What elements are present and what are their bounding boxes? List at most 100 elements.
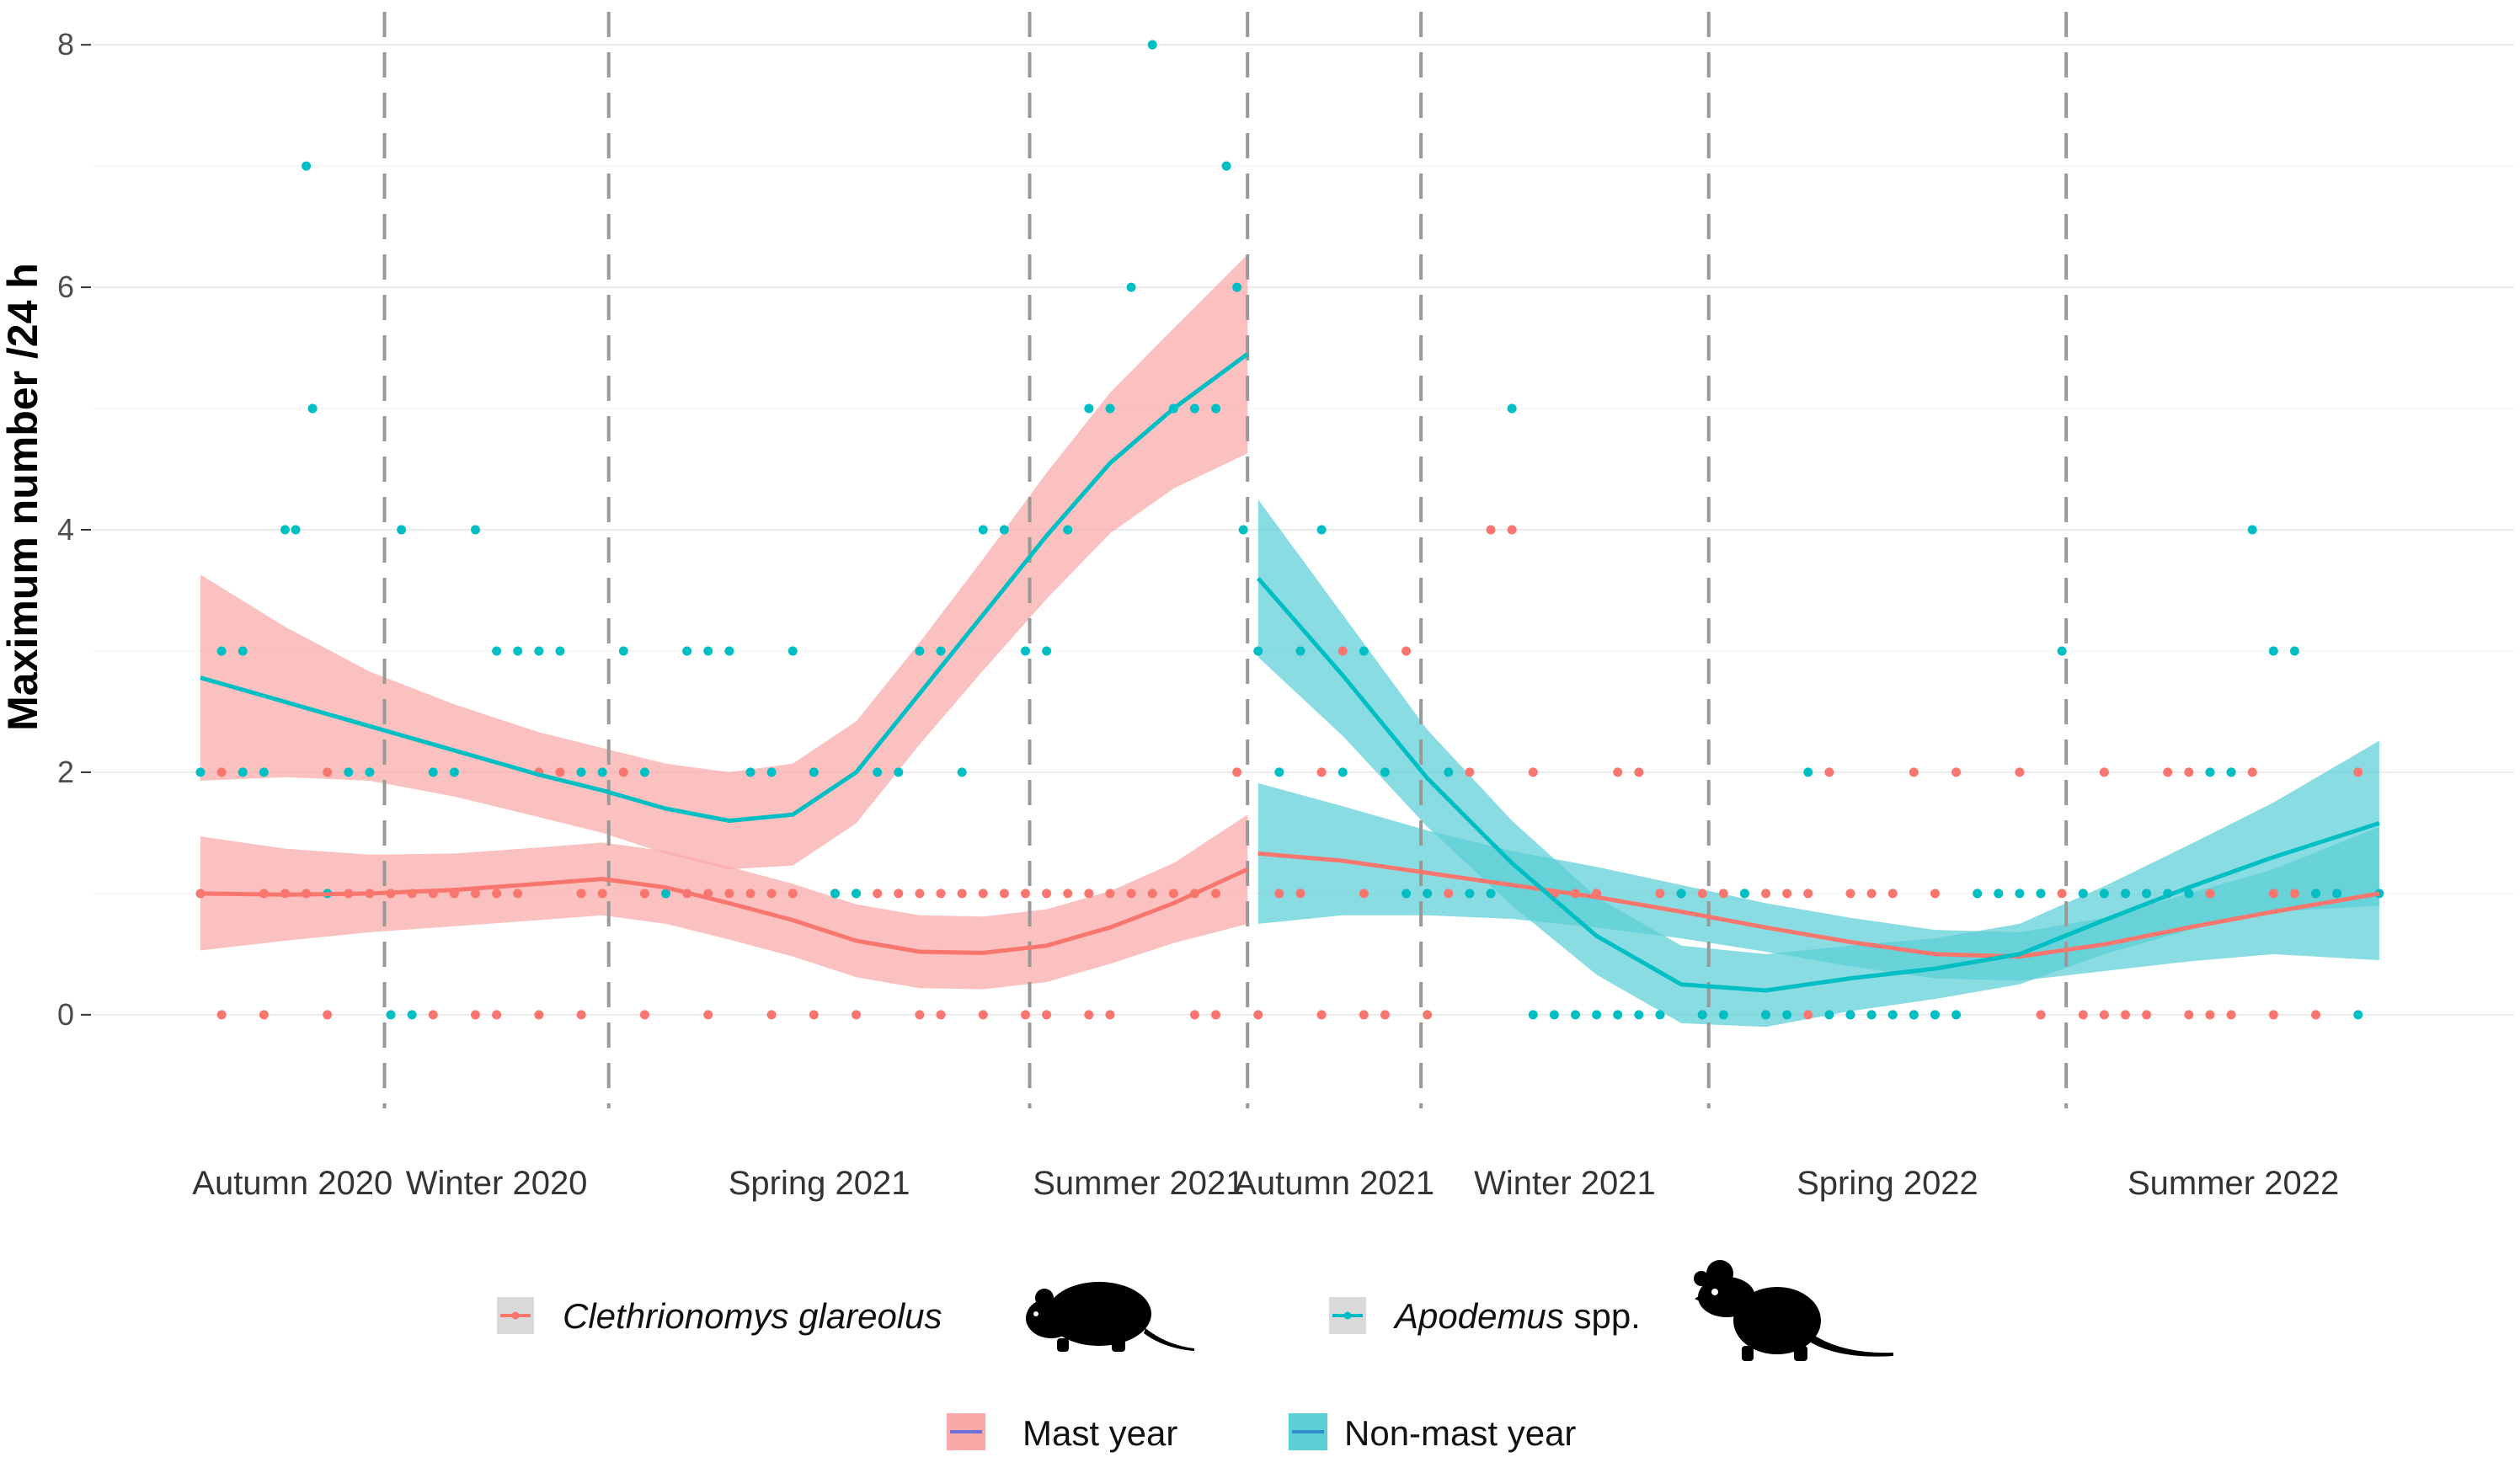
data-point [873,767,883,777]
data-point [2099,767,2109,777]
data-point [1697,889,1707,899]
legend-item-apodemus: Apodemus spp. [1329,1260,1893,1361]
data-point [2057,889,2067,899]
data-point [1126,282,1136,292]
data-point [1021,646,1030,656]
data-point [1782,889,1792,899]
data-point [745,889,755,899]
data-point [2121,889,2130,899]
data-point [639,889,649,899]
data-point [397,525,407,535]
data-point [428,1010,438,1020]
data-point [492,1010,502,1020]
data-point [2036,1010,2046,1020]
data-point [894,889,904,899]
data-point [2015,767,2025,777]
data-point [639,1010,649,1020]
data-point [999,889,1009,899]
data-point [1782,1010,1792,1020]
data-point [1676,889,1686,899]
data-point [2311,889,2321,899]
legend-label-mast-year: Mast year [1022,1413,1177,1453]
data-point [1465,767,1475,777]
data-point [2289,889,2299,899]
data-point [344,767,354,777]
data-point [323,767,333,777]
data-point [216,767,227,777]
legend-label-apodemus-suffix: spp. [1564,1296,1641,1336]
season-label: Spring 2021 [729,1165,910,1202]
data-point [957,889,967,899]
season-label: Spring 2022 [1797,1165,1978,1202]
data-point [2142,889,2152,899]
data-point [1655,1010,1665,1020]
smooth-line [1256,576,2380,993]
data-point [1105,1010,1115,1020]
data-point [2078,1010,2088,1020]
data-point [2226,1010,2236,1020]
data-point [1909,1010,1919,1020]
legend-item-mast-year: Mast year [947,1413,1177,1453]
data-points [195,40,2384,1020]
data-point [1253,1010,1263,1020]
data-point [1887,889,1898,899]
data-point [2078,889,2088,899]
data-point [1803,767,1813,777]
data-point [1359,1010,1369,1020]
legend-key-clethrionomys-dot [511,1311,520,1320]
data-point [618,646,628,656]
data-point [534,1010,544,1020]
data-point [449,767,459,777]
data-point [1337,767,1348,777]
data-point [1168,889,1178,899]
data-point [1845,889,1855,899]
data-point [1316,767,1327,777]
data-point [238,767,248,777]
data-point [1295,889,1305,899]
data-point [1845,1010,1855,1020]
season-label: Winter 2020 [406,1165,588,1202]
data-point [2332,889,2342,899]
data-point [1486,889,1496,899]
data-point [576,1010,586,1020]
data-point [2311,1010,2321,1020]
data-point [1359,646,1369,656]
data-point [2247,767,2257,777]
data-point [830,889,840,899]
data-point [195,767,206,777]
data-point [1718,1010,1728,1020]
data-point [1824,1010,1834,1020]
data-point [788,646,798,656]
data-point [1253,646,1263,656]
data-point [1718,889,1728,899]
svg-text:Apodemus spp.: Apodemus spp. [1392,1296,1641,1336]
season-label: Summer 2022 [2128,1165,2339,1202]
data-point [365,767,375,777]
data-point [1274,889,1284,899]
season-label: Winter 2021 [1474,1165,1656,1202]
data-point [1592,1010,1602,1020]
data-point [1063,889,1073,899]
data-point [492,646,502,656]
data-point [534,646,544,656]
data-point [894,767,904,777]
legend-item-non-mast-year: Non-mast year [1289,1413,1576,1453]
data-point [915,889,925,899]
y-tick-label: 4 [57,512,74,547]
data-point [555,646,565,656]
bank-vole-silhouette-icon [1026,1282,1194,1352]
data-point [682,646,692,656]
legend-species: Clethrionomys glareolus Apodemus spp. [497,1260,1893,1361]
data-point [1951,767,1962,777]
data-point [1761,889,1771,899]
legend-label-clethrionomys: Clethrionomys glareolus [563,1296,942,1336]
data-point [978,889,988,899]
confidence-ribbon [200,254,1248,870]
data-point [386,1010,396,1020]
data-point [1380,767,1390,777]
season-label: Summer 2021 [1033,1165,1244,1202]
data-point [1613,767,1623,777]
data-point [766,767,777,777]
data-point [597,767,607,777]
data-point [1697,1010,1707,1020]
